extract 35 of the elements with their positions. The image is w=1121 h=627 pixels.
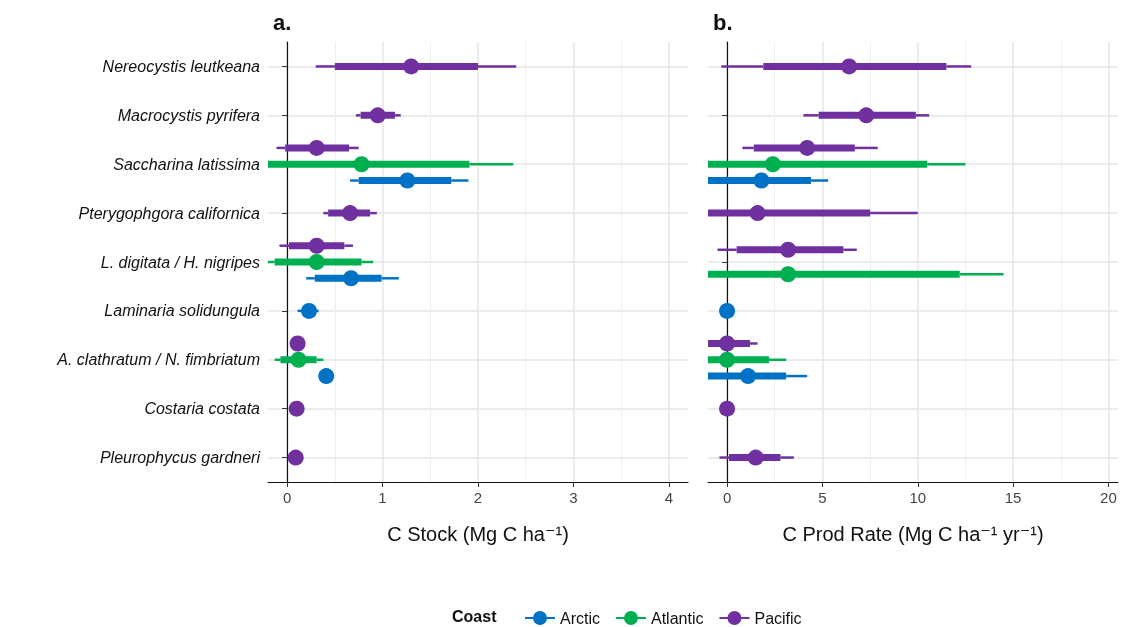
legend-label: Pacific (754, 609, 802, 627)
x-tick-label: 1 (378, 489, 387, 506)
point (288, 400, 305, 417)
y-tick-label: Saccharina latissima (113, 155, 261, 173)
point (308, 254, 325, 270)
point (353, 156, 370, 173)
x-tick-label: 4 (664, 489, 674, 506)
x-tick-label: 3 (569, 489, 578, 506)
x-tick-label: 0 (722, 489, 732, 506)
y-tick-label: Laminaria solidungula (104, 302, 261, 320)
x-axis-title: C Stock (Mg C ha⁻¹) (387, 523, 569, 545)
legend-title: Coast (452, 607, 498, 625)
x-tick-label: 15 (1004, 489, 1022, 506)
x-tick-label: 5 (818, 489, 827, 506)
y-tick-label: A. clathratum / N. fimbriatum (56, 351, 260, 369)
legend-label: Arctic (560, 609, 600, 627)
x-tick-label: 2 (473, 489, 483, 506)
x-tick-label: 0 (282, 489, 292, 506)
y-tick-label: Costaria costata (144, 400, 261, 418)
y-tick-label: Pleurophycus gardneri (99, 449, 261, 467)
legend-label: Atlantic (651, 609, 704, 627)
chart-title: a. (273, 9, 292, 35)
chart-title: b. (713, 9, 733, 35)
y-tick-label: Macrocystis pyrifera (117, 106, 261, 124)
point (403, 58, 420, 75)
y-tick-label: L. digitata / H. nigripes (100, 253, 260, 271)
point (290, 351, 307, 368)
x-tick-label: 10 (909, 489, 927, 506)
point (287, 449, 304, 466)
y-tick-label: Nereocystis leutkeana (102, 57, 261, 75)
point (369, 107, 386, 124)
x-axis-title: C Prod Rate (Mg C ha⁻¹ yr⁻¹) (782, 523, 1044, 545)
point (342, 205, 359, 222)
x-tick-label: 20 (1100, 489, 1117, 506)
y-tick-label: Pterygophgora californica (78, 204, 261, 222)
